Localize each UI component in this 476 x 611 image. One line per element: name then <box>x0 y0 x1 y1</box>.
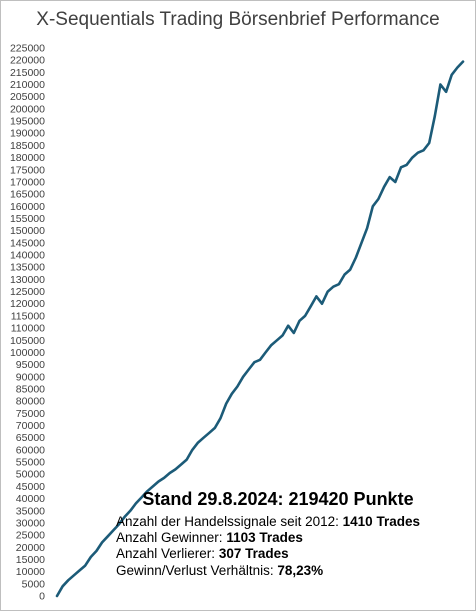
series-group <box>55 60 465 598</box>
y-tick-label: 185000 <box>10 140 45 152</box>
y-tick-label: 5000 <box>22 578 46 590</box>
y-tick-label: 225000 <box>10 43 45 55</box>
y-tick-label: 200000 <box>10 103 45 115</box>
y-tick-label: 25000 <box>16 530 45 542</box>
y-tick-label: 190000 <box>10 128 45 140</box>
y-tick-label: 90000 <box>16 371 45 383</box>
y-axis-ticks: 0500010000150002000025000300003500040000… <box>10 43 45 603</box>
y-tick-label: 175000 <box>10 164 45 176</box>
y-tick-label: 50000 <box>16 469 45 481</box>
y-tick-label: 145000 <box>10 237 45 249</box>
y-tick-label: 100000 <box>10 347 45 359</box>
y-tick-label: 85000 <box>16 383 45 395</box>
y-tick-label: 40000 <box>16 493 45 505</box>
y-tick-label: 0 <box>39 591 45 603</box>
y-tick-label: 20000 <box>16 542 45 554</box>
y-tick-label: 210000 <box>10 79 45 91</box>
y-tick-label: 110000 <box>11 323 45 335</box>
y-tick-label: 120000 <box>10 298 45 310</box>
y-tick-label: 45000 <box>16 481 45 493</box>
y-tick-label: 140000 <box>10 250 45 262</box>
y-tick-label: 80000 <box>16 396 45 408</box>
y-tick-label: 180000 <box>10 152 45 164</box>
y-tick-label: 95000 <box>16 359 45 371</box>
y-tick-label: 205000 <box>10 91 45 103</box>
y-tick-label: 55000 <box>16 457 45 469</box>
y-tick-label: 130000 <box>10 274 45 286</box>
y-tick-label: 30000 <box>16 517 45 529</box>
y-tick-label: 70000 <box>16 420 45 432</box>
y-tick-label: 215000 <box>10 67 45 79</box>
y-tick-label: 35000 <box>16 505 45 517</box>
y-tick-label: 220000 <box>10 55 45 67</box>
y-tick-label: 195000 <box>10 116 45 128</box>
y-tick-label: 60000 <box>16 444 45 456</box>
y-tick-label: 65000 <box>16 432 45 444</box>
y-tick-label: 165000 <box>10 189 45 201</box>
y-tick-label: 170000 <box>10 176 45 188</box>
y-tick-label: 115000 <box>11 310 45 322</box>
chart-title: X-Sequentials Trading Börsenbrief Perfor… <box>36 9 440 30</box>
y-tick-label: 105000 <box>10 335 45 347</box>
y-tick-label: 10000 <box>16 566 45 578</box>
y-tick-label: 15000 <box>16 554 45 566</box>
y-tick-label: 125000 <box>10 286 45 298</box>
y-tick-label: 75000 <box>16 408 45 420</box>
y-tick-label: 135000 <box>10 262 45 274</box>
y-tick-label: 155000 <box>10 213 45 225</box>
y-tick-label: 160000 <box>10 201 45 213</box>
y-tick-label: 150000 <box>10 225 45 237</box>
series-line-0 <box>55 60 465 598</box>
